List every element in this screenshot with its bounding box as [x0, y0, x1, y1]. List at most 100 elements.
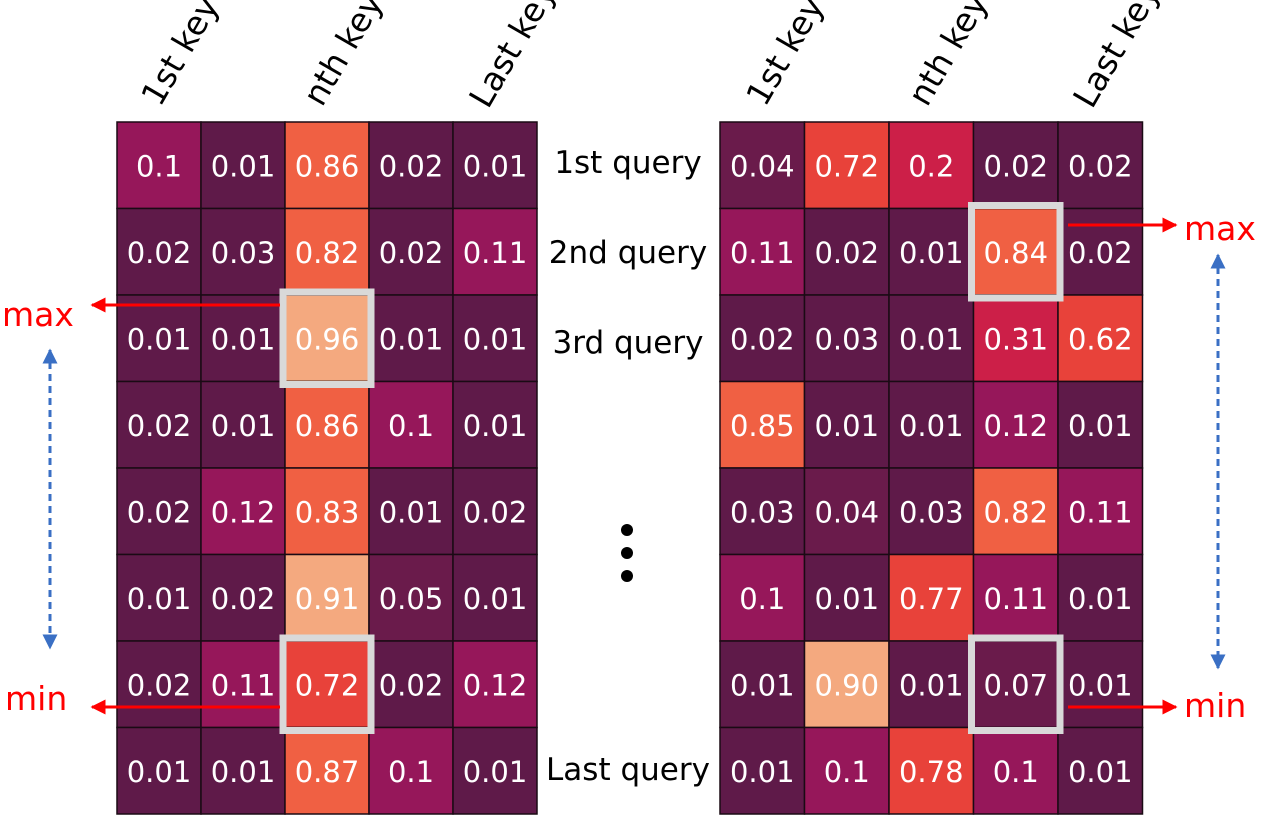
- left-cell-value: 0.02: [127, 668, 192, 702]
- right-cell-value: 0.02: [730, 322, 795, 356]
- left-cell-value: 0.01: [211, 149, 276, 183]
- left-key-label-nth: nth key: [295, 0, 390, 112]
- right-cell-value: 0.01: [814, 409, 879, 443]
- right-cell-value: 0.1: [993, 755, 1039, 789]
- right-cell: [1057, 207, 1144, 296]
- left-cell: [116, 121, 202, 210]
- right-cell-value: 0.11: [1068, 495, 1133, 529]
- right-cell-value: 0.78: [899, 755, 964, 789]
- left-cell-value: 0.11: [211, 668, 276, 702]
- right-cell: [803, 467, 890, 556]
- right-cell: [1057, 553, 1144, 642]
- query-label-second: 2nd query: [549, 235, 707, 271]
- left-min-highlight: [279, 634, 375, 734]
- left-cell: [284, 380, 370, 469]
- left-cell: [116, 207, 202, 296]
- left-cell-value: 0.1: [388, 755, 434, 789]
- left-cell-value: 0.01: [463, 755, 528, 789]
- right-cell: [888, 294, 975, 383]
- left-cell-value: 0.02: [127, 236, 192, 270]
- left-cell-value: 0.02: [211, 582, 276, 616]
- right-cell: [803, 640, 890, 729]
- query-label-last: Last query: [546, 752, 710, 788]
- left-cell-value: 0.02: [463, 495, 528, 529]
- right-min-highlight: [968, 634, 1064, 734]
- query-label-third: 3rd query: [553, 325, 704, 361]
- left-cell: [452, 467, 538, 556]
- right-cell: [1057, 640, 1144, 729]
- right-cell: [719, 467, 806, 556]
- right-max-label: max: [1184, 209, 1256, 248]
- right-cell: [719, 726, 806, 815]
- left-max-label: max: [2, 295, 74, 334]
- left-cell: [284, 726, 370, 815]
- left-cell-value: 0.82: [295, 236, 360, 270]
- left-cell: [116, 380, 202, 469]
- right-cell: [1057, 294, 1144, 383]
- left-cell-value: 0.01: [211, 409, 276, 443]
- left-cell: [452, 553, 538, 642]
- right-cell: [719, 553, 806, 642]
- left-cell: [452, 726, 538, 815]
- right-cell-value: 0.07: [983, 668, 1048, 702]
- right-cell: [803, 294, 890, 383]
- right-cell: [972, 121, 1059, 210]
- left-cell-value: 0.02: [379, 236, 444, 270]
- right-cell-value: 0.01: [1068, 755, 1133, 789]
- right-cell-value: 0.90: [814, 668, 879, 702]
- right-heatmap: 0.04 0.72 0.2 0.02 0.02 0.11 0.02 0.01 0.84 0.02 0…: [719, 121, 1144, 815]
- left-cell: [284, 467, 370, 556]
- left-key-label-first: 1st key: [133, 0, 226, 112]
- right-cell-value: 0.72: [814, 149, 879, 183]
- left-cell: [116, 726, 202, 815]
- left-cell-value: 0.12: [211, 495, 276, 529]
- right-cell-value: 0.82: [983, 495, 1048, 529]
- right-cell: [803, 553, 890, 642]
- left-cell: [284, 121, 370, 210]
- left-cell-value: 0.12: [463, 668, 528, 702]
- left-cell-value: 0.87: [295, 755, 360, 789]
- ellipsis-dot: [621, 570, 633, 582]
- ellipsis-dot: [621, 547, 633, 559]
- right-cell: [1057, 380, 1144, 469]
- right-cell-value: 0.01: [899, 322, 964, 356]
- right-cell: [1057, 121, 1144, 210]
- left-cell-value: 0.02: [127, 495, 192, 529]
- left-cell: [284, 553, 370, 642]
- right-cell-value: 0.1: [739, 582, 785, 616]
- right-cell-value: 0.1: [824, 755, 870, 789]
- right-cell-value: 0.11: [983, 582, 1048, 616]
- left-cell: [368, 553, 454, 642]
- right-cell: [803, 380, 890, 469]
- right-cell: [972, 207, 1059, 296]
- right-key-label-first: 1st key: [738, 0, 831, 112]
- left-cell-value: 0.72: [295, 668, 360, 702]
- left-cell-value: 0.02: [379, 668, 444, 702]
- right-cell: [803, 726, 890, 815]
- right-cell-value: 0.01: [1068, 409, 1133, 443]
- query-label-first: 1st query: [554, 145, 701, 181]
- left-cell: [116, 640, 202, 729]
- right-cell-value: 0.02: [814, 236, 879, 270]
- left-cell: [116, 467, 202, 556]
- left-cell-value: 0.05: [379, 582, 444, 616]
- left-cell-value: 0.01: [127, 582, 192, 616]
- left-cell-value: 0.02: [379, 149, 444, 183]
- left-cell-value: 0.01: [463, 582, 528, 616]
- right-cell-value: 0.01: [899, 409, 964, 443]
- right-cell-value: 0.01: [899, 668, 964, 702]
- left-cell-value: 0.01: [463, 409, 528, 443]
- right-cell-value: 0.2: [908, 149, 954, 183]
- right-max-highlight: [968, 202, 1064, 302]
- left-cell: [368, 294, 454, 383]
- right-cell: [972, 553, 1059, 642]
- right-cell-value: 0.77: [899, 582, 964, 616]
- right-cell: [888, 121, 975, 210]
- right-key-label-last: Last key: [1065, 0, 1167, 114]
- right-cell-value: 0.01: [1068, 668, 1133, 702]
- right-cell-value: 0.01: [814, 582, 879, 616]
- left-cell-value: 0.1: [136, 149, 182, 183]
- right-cell-value: 0.03: [814, 322, 879, 356]
- right-cell-value: 0.02: [983, 149, 1048, 183]
